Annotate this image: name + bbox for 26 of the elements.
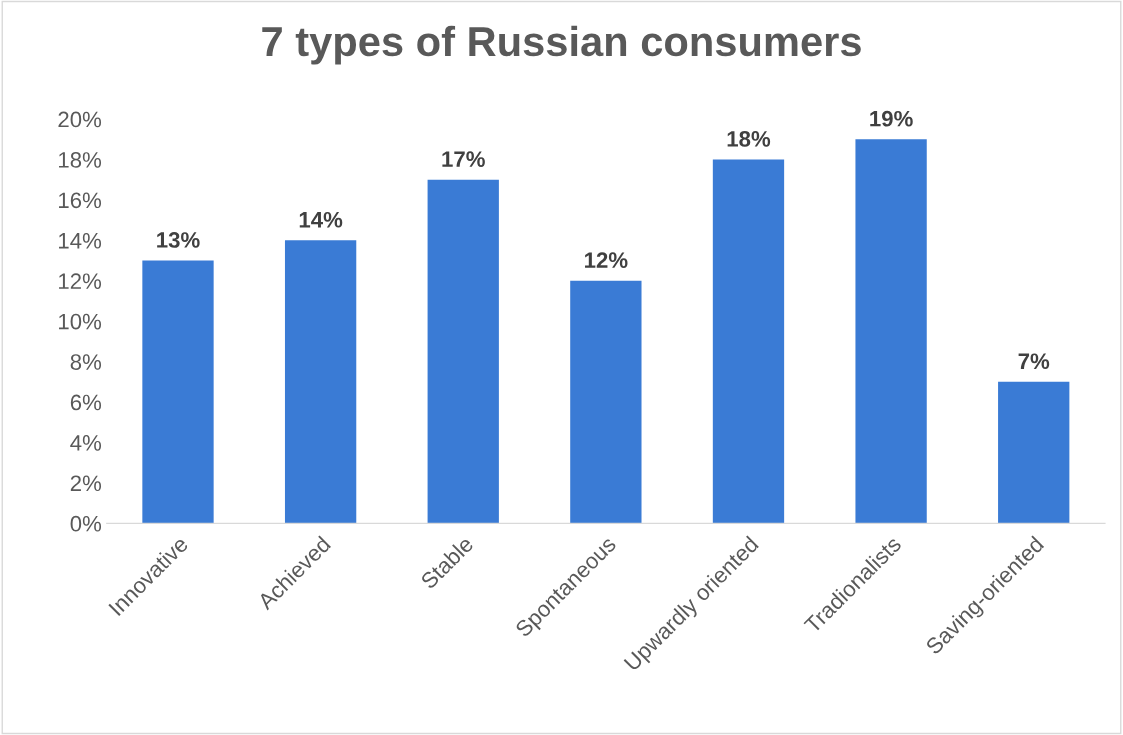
data-label: 18% xyxy=(727,131,771,147)
y-tick-label: 20% xyxy=(58,111,102,128)
bar xyxy=(712,159,785,524)
data-label: 17% xyxy=(442,151,485,167)
y-tick-label: 6% xyxy=(70,394,102,411)
bar xyxy=(998,381,1070,524)
data-label: 14% xyxy=(299,211,343,228)
data-label: 19% xyxy=(870,110,913,127)
y-tick-label: 18% xyxy=(59,152,102,168)
y-tick-label: 12% xyxy=(59,273,102,289)
y-tick-label: 4% xyxy=(70,435,102,451)
bar xyxy=(855,139,927,524)
bar xyxy=(570,280,642,524)
y-tick-label: 16% xyxy=(59,192,102,209)
y-tick-label: 10% xyxy=(59,313,102,330)
y-tick-label: 8% xyxy=(70,354,102,370)
chart-title: 7 types of Russian consumers xyxy=(262,25,861,65)
bar xyxy=(142,260,214,524)
data-label: 12% xyxy=(585,252,628,268)
data-label: 7% xyxy=(1018,353,1050,370)
y-tick-label: 14% xyxy=(59,232,102,249)
y-tick-label: 2% xyxy=(70,475,102,492)
data-label: 13% xyxy=(157,232,200,248)
bar xyxy=(427,179,499,524)
bar xyxy=(284,240,357,524)
y-tick-label: 0% xyxy=(70,515,102,532)
